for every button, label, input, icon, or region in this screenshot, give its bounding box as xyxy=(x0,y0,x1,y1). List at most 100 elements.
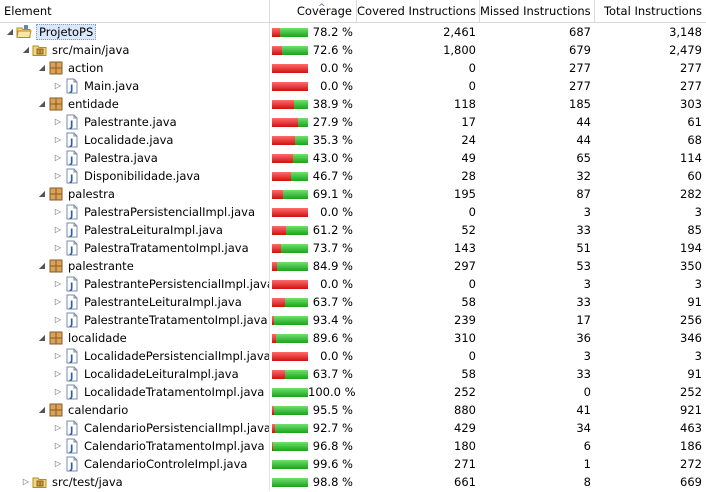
table-row[interactable]: ▷ J LocalidadeLeituraImpl.java 63.7 % 58 33 91 xyxy=(0,365,706,383)
covered-bar-segment xyxy=(281,45,308,55)
table-row[interactable]: ▷ J PalestrantePersistencialImpl.java 0.0 %… xyxy=(0,275,706,293)
table-row[interactable]: ◢ localidade 89.6 % 310 36 346 xyxy=(0,329,706,347)
element-cell: ▷ J Disponibilidade.java xyxy=(0,167,270,185)
missed-bar-segment xyxy=(272,189,284,199)
table-row[interactable]: ▷ J PalestranteLeituraImpl.java 63.7 % 58 33 9… xyxy=(0,293,706,311)
collapsed-arrow-icon[interactable]: ▷ xyxy=(54,171,62,180)
table-row[interactable]: ▷ J Disponibilidade.java 46.7 % 28 32 60 xyxy=(0,167,706,185)
coverage-bar xyxy=(272,81,308,91)
expanded-arrow-icon[interactable]: ◢ xyxy=(38,63,46,72)
table-row[interactable]: ▷ J CalendarioTratamentoImpl.java 96.8 % 180… xyxy=(0,437,706,455)
column-header-coverage[interactable]: ^ Coverage xyxy=(270,0,357,22)
collapsed-arrow-icon[interactable]: ▷ xyxy=(54,369,62,378)
collapsed-arrow-icon[interactable]: ▷ xyxy=(54,117,62,126)
expanded-arrow-icon[interactable]: ◢ xyxy=(22,45,30,54)
coverage-cell: 63.7 % xyxy=(270,293,357,311)
covered-bar-segment xyxy=(297,117,308,127)
missed-bar-segment xyxy=(272,171,292,181)
collapsed-arrow-icon[interactable]: ▷ xyxy=(54,135,62,144)
element-cell: ▷ J PalestraTratamentoImpl.java xyxy=(0,239,270,257)
coverage-cell: 38.9 % xyxy=(270,95,357,113)
missed-instructions-cell: 51 xyxy=(576,241,591,255)
svg-text:J: J xyxy=(69,120,73,130)
table-row[interactable]: ▷ J PalestraPersistencialImpl.java 0.0 % 0 3 3 xyxy=(0,203,706,221)
source-folder-icon xyxy=(32,42,48,58)
table-row[interactable]: ▷ J PalestranteTratamentoImpl.java 93.4 % 23… xyxy=(0,311,706,329)
collapsed-arrow-icon[interactable]: ▷ xyxy=(22,477,30,486)
expanded-arrow-icon[interactable]: ◢ xyxy=(6,27,14,36)
table-row[interactable]: ▷ J Palestra.java 43.0 % 49 65 114 xyxy=(0,149,706,167)
table-row[interactable]: ◢ ProjetoPS 78.2 % 2,461 687 3,148 xyxy=(0,23,706,41)
coverage-bar xyxy=(272,369,308,379)
total-instructions-cell: 91 xyxy=(687,295,702,309)
total-instructions-cell: 2,479 xyxy=(669,43,702,57)
covered-bar-segment xyxy=(285,297,308,307)
table-row[interactable]: ▷ J CalendarioPersistencialImpl.java 92.7 %… xyxy=(0,419,706,437)
covered-bar-segment xyxy=(293,99,308,109)
total-instructions-cell: 114 xyxy=(680,151,702,165)
table-row[interactable]: ▷ src/test/java 98.8 % 661 8 669 xyxy=(0,473,706,491)
expanded-arrow-icon[interactable]: ◢ xyxy=(38,405,46,414)
expanded-arrow-icon[interactable]: ◢ xyxy=(38,189,46,198)
collapsed-arrow-icon[interactable]: ▷ xyxy=(54,81,62,90)
missed-bar-segment xyxy=(272,207,308,217)
covered-instructions-cell: 49 xyxy=(461,151,476,165)
expanded-arrow-icon[interactable]: ◢ xyxy=(38,333,46,342)
coverage-percent: 35.3 % xyxy=(312,133,353,147)
collapsed-arrow-icon[interactable]: ▷ xyxy=(54,243,62,252)
column-header-total[interactable]: Total Instructions xyxy=(603,4,702,18)
table-row[interactable]: ▷ J LocalidadePersistencialImpl.java 0.0 % 0… xyxy=(0,347,706,365)
svg-text:J: J xyxy=(69,444,73,454)
covered-instructions-cell: 2,461 xyxy=(443,25,476,39)
coverage-percent: 84.9 % xyxy=(312,259,353,273)
table-row[interactable]: ◢ action 0.0 % 0 277 277 xyxy=(0,59,706,77)
collapsed-arrow-icon[interactable]: ▷ xyxy=(54,351,62,360)
table-row[interactable]: ◢ src/main/java 72.6 % 1,800 679 2,479 xyxy=(0,41,706,59)
table-row[interactable]: ▷ J PalestraLeituraImpl.java 61.2 % 52 33 85 xyxy=(0,221,706,239)
column-header-missed[interactable]: Missed Instructions xyxy=(480,0,595,22)
collapsed-arrow-icon[interactable]: ▷ xyxy=(54,153,62,162)
collapsed-arrow-icon[interactable]: ▷ xyxy=(54,315,62,324)
column-header-element[interactable]: Element xyxy=(0,0,270,22)
java-file-icon: J xyxy=(64,420,80,436)
collapsed-arrow-icon[interactable]: ▷ xyxy=(54,441,62,450)
total-instructions-cell: 303 xyxy=(680,97,702,111)
coverage-cell: 98.8 % xyxy=(270,473,357,491)
total-instructions-cell: 272 xyxy=(680,457,702,471)
total-instructions-cell: 346 xyxy=(680,331,702,345)
collapsed-arrow-icon[interactable]: ▷ xyxy=(54,387,62,396)
element-name: Localidade.java xyxy=(84,133,174,147)
collapsed-arrow-icon[interactable]: ▷ xyxy=(54,279,62,288)
collapsed-arrow-icon[interactable]: ▷ xyxy=(54,207,62,216)
collapsed-arrow-icon[interactable]: ▷ xyxy=(54,459,62,468)
table-row[interactable]: ◢ calendario 95.5 % 880 41 921 xyxy=(0,401,706,419)
collapsed-arrow-icon[interactable]: ▷ xyxy=(54,225,62,234)
table-row[interactable]: ▷ J Palestrante.java 27.9 % 17 44 61 xyxy=(0,113,706,131)
coverage-percent: 0.0 % xyxy=(320,205,353,219)
element-cell: ◢ action xyxy=(0,59,270,77)
collapsed-arrow-icon[interactable]: ▷ xyxy=(54,423,62,432)
coverage-cell: 63.7 % xyxy=(270,365,357,383)
table-row[interactable]: ◢ palestra 69.1 % 195 87 282 xyxy=(0,185,706,203)
expanded-arrow-icon[interactable]: ◢ xyxy=(38,261,46,270)
total-instructions-cell: 282 xyxy=(680,187,702,201)
missed-bar-segment xyxy=(272,117,298,127)
table-row[interactable]: ◢ entidade 38.9 % 118 185 303 xyxy=(0,95,706,113)
missed-bar-segment xyxy=(272,405,274,415)
project-icon xyxy=(16,24,32,40)
coverage-bar xyxy=(272,351,308,361)
table-row[interactable]: ▷ J Main.java 0.0 % 0 277 277 xyxy=(0,77,706,95)
collapsed-arrow-icon[interactable]: ▷ xyxy=(54,297,62,306)
expanded-arrow-icon[interactable]: ◢ xyxy=(38,99,46,108)
coverage-percent: 38.9 % xyxy=(312,97,353,111)
table-row[interactable]: ▷ J CalendarioControleImpl.java 99.6 % 271 1 2… xyxy=(0,455,706,473)
column-header-covered[interactable]: Covered Instructions xyxy=(357,0,480,22)
table-row[interactable]: ▷ J PalestraTratamentoImpl.java 73.7 % 143 51… xyxy=(0,239,706,257)
java-file-icon: J xyxy=(64,168,80,184)
covered-instructions-cell: 0 xyxy=(468,205,476,219)
element-name: palestrante xyxy=(68,259,134,273)
table-row[interactable]: ▷ J LocalidadeTratamentoImpl.java 100.0 % 25… xyxy=(0,383,706,401)
table-row[interactable]: ▷ J Localidade.java 35.3 % 24 44 68 xyxy=(0,131,706,149)
table-row[interactable]: ◢ palestrante 84.9 % 297 53 350 xyxy=(0,257,706,275)
java-file-icon: J xyxy=(64,78,80,94)
